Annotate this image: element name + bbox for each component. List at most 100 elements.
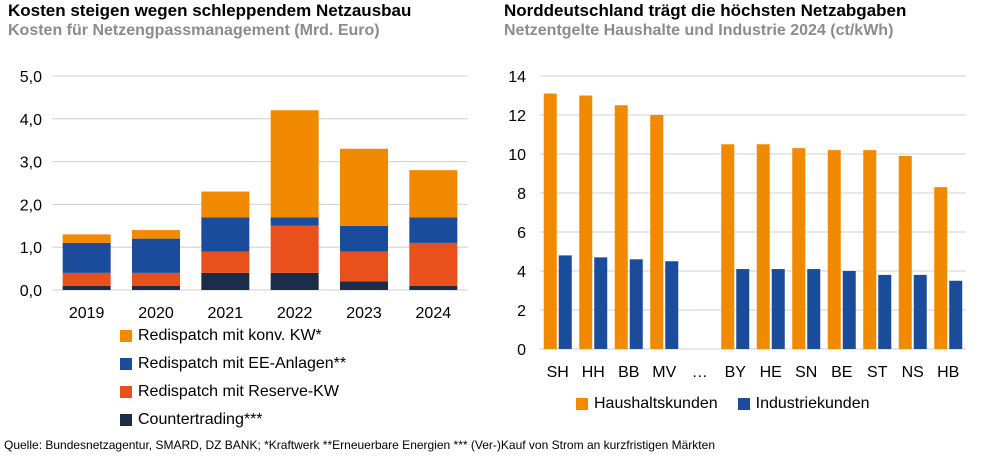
x-tick-label: 2021 <box>208 305 244 322</box>
left-chart-legend: Redispatch mit konv. KW* Redispatch mit … <box>120 322 346 434</box>
x-tick-label: 2024 <box>416 305 452 322</box>
y-tick-label: 0 <box>517 342 526 359</box>
bar <box>771 269 785 349</box>
bar-segment <box>409 217 458 243</box>
left-chart-title: Kosten steigen wegen schleppendem Netzau… <box>8 1 412 20</box>
bar <box>878 274 892 349</box>
bar-segment <box>132 230 180 239</box>
bar-segment <box>270 225 319 273</box>
bar-segment <box>409 285 458 290</box>
y-tick-label: 14 <box>508 69 526 86</box>
legend-item-ee: Redispatch mit EE-Anlagen** <box>120 350 346 378</box>
x-tick-label: HH <box>582 364 605 381</box>
legend-item-konv: Redispatch mit konv. KW* <box>120 322 346 350</box>
bar-segment <box>340 281 388 290</box>
bar-segment <box>409 242 458 286</box>
x-tick-label: SH <box>547 364 569 381</box>
right-chart-legend: Haushaltskunden Industriekunden <box>576 390 890 418</box>
bar-segment <box>409 170 458 218</box>
right-chart-subtitle: Netzentgelte Haushalte und Industrie 202… <box>504 22 894 39</box>
bar <box>614 105 628 349</box>
bar-segment <box>62 242 111 273</box>
bar-segment <box>340 148 388 226</box>
bar-segment <box>62 285 111 290</box>
x-tick-label: MV <box>652 364 676 381</box>
bar <box>756 144 770 349</box>
y-tick-label: 2 <box>517 303 526 320</box>
x-tick-label: 2020 <box>138 305 174 322</box>
x-tick-label: HB <box>937 364 959 381</box>
bar <box>558 255 572 349</box>
x-tick-label: 2022 <box>277 305 313 322</box>
y-tick-label: 1,0 <box>20 240 42 257</box>
x-tick-label: BE <box>831 364 852 381</box>
bar <box>792 148 806 349</box>
legend-label: Haushaltskunden <box>594 395 718 412</box>
bar <box>913 274 927 349</box>
right-chart-panel: Norddeutschland trägt die höchsten Netza… <box>496 0 982 440</box>
legend-swatch <box>576 398 588 410</box>
legend-item-countertrading: Countertrading*** <box>120 406 346 434</box>
source-note: Quelle: Bundesnetzagentur, SMARD, DZ BAN… <box>4 438 715 452</box>
bar-segment <box>340 251 388 282</box>
bar <box>579 95 593 349</box>
bar-segment <box>201 272 250 290</box>
bar-segment <box>201 217 250 252</box>
y-tick-label: 10 <box>508 147 526 164</box>
bar-segment <box>270 217 319 226</box>
right-chart-svg: 0 2 4 6 8 10 12 14 SH HH BB MV … BY HE SN BE ST NS HB <box>508 69 966 381</box>
legend-label: Redispatch mit EE-Anlagen** <box>138 355 347 372</box>
bar <box>898 155 912 349</box>
x-tick-label: BY <box>725 364 747 381</box>
legend-item-industrie: Industriekunden <box>737 390 870 418</box>
bar <box>736 269 750 349</box>
bar <box>594 257 608 349</box>
y-tick-label: 8 <box>517 186 526 203</box>
bar-segment <box>270 272 319 290</box>
y-tick-label: 12 <box>508 108 526 125</box>
x-tick-label: 2023 <box>346 305 382 322</box>
bar <box>934 187 948 349</box>
y-tick-label: 0,0 <box>20 283 42 300</box>
bar <box>665 261 679 349</box>
y-tick-label: 2,0 <box>20 197 42 214</box>
left-chart-svg: 0,0 1,0 2,0 3,0 4,0 5,0 2019 2020 2021 2022 2023 20… <box>20 69 468 322</box>
bar <box>543 93 557 349</box>
legend-swatch <box>120 358 132 370</box>
bar <box>629 259 643 349</box>
legend-label: Industriekunden <box>755 395 870 412</box>
left-chart-panel: Kosten steigen wegen schleppendem Netzau… <box>0 0 480 440</box>
bar-segment <box>132 285 180 290</box>
x-tick-label: NS <box>902 364 924 381</box>
bar <box>827 150 841 349</box>
legend-swatch <box>120 414 132 426</box>
bar-segment <box>201 251 250 273</box>
y-tick-label: 6 <box>517 225 526 242</box>
bar <box>863 150 877 349</box>
y-tick-label: 5,0 <box>20 69 42 86</box>
bar <box>807 269 821 349</box>
x-tick-label: … <box>692 364 708 381</box>
legend-label: Redispatch mit konv. KW* <box>138 327 322 344</box>
legend-label: Countertrading*** <box>138 411 263 428</box>
bar <box>842 271 856 349</box>
bar-segment <box>340 225 388 252</box>
x-tick-label: 2019 <box>69 305 105 322</box>
x-tick-label: BB <box>618 364 639 381</box>
x-tick-label: HE <box>760 364 782 381</box>
left-chart-subtitle: Kosten für Netzengpassmanagement (Mrd. E… <box>8 22 380 39</box>
y-tick-label: 3,0 <box>20 155 42 172</box>
bar-segment <box>62 234 111 243</box>
legend-item-reserve: Redispatch mit Reserve-KW <box>120 378 346 406</box>
bar-segment <box>132 238 180 273</box>
legend-item-haushalt: Haushaltskunden <box>576 390 718 418</box>
x-tick-label: ST <box>867 364 888 381</box>
bar-segment <box>132 272 180 286</box>
bar-segment <box>270 110 319 218</box>
x-tick-label: SN <box>795 364 817 381</box>
legend-swatch <box>120 330 132 342</box>
legend-swatch <box>120 386 132 398</box>
bar <box>650 115 664 349</box>
bar-segment <box>201 191 250 218</box>
bar <box>721 144 735 349</box>
